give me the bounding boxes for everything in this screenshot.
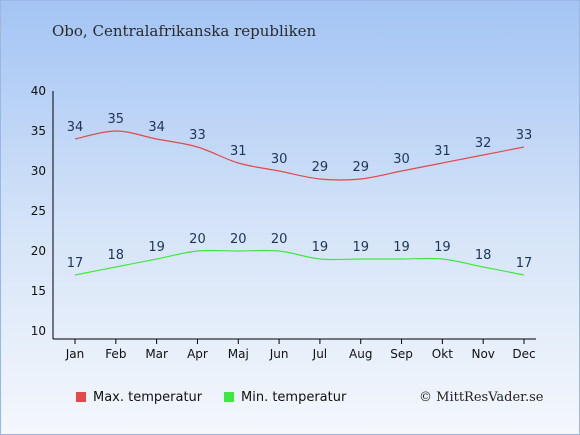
x-tick-label: Okt (432, 347, 453, 361)
y-tick-labels: 10 15 20 25 30 35 40 (31, 84, 46, 338)
min-data-label: 19 (352, 240, 369, 255)
legend-max-label: Max. temperatur (93, 390, 203, 405)
max-data-label: 30 (393, 152, 410, 167)
max-data-label: 32 (475, 136, 492, 151)
y-tick-label: 25 (31, 204, 46, 218)
min-data-label: 19 (434, 240, 451, 255)
y-tick-label: 40 (31, 84, 46, 98)
legend-min: Min. temperatur (224, 390, 346, 405)
x-tick-labels: Jan Feb Mar Apr Maj Jun Jul Aug Sep Okt Nov Dec (65, 339, 536, 361)
max-data-label: 30 (271, 152, 288, 167)
site-credit: © MittResVader.se (419, 390, 544, 405)
x-tick-label: Jul (312, 347, 327, 361)
legend-max-swatch (76, 392, 86, 402)
y-tick-label: 20 (31, 244, 46, 258)
x-tick-label: Jun (269, 347, 289, 361)
max-data-label: 31 (230, 144, 247, 159)
max-data-label: 34 (67, 120, 84, 135)
x-tick-label: Mar (145, 347, 168, 361)
y-tick-label: 35 (31, 124, 46, 138)
max-data-label: 33 (516, 128, 533, 143)
legend-min-swatch (224, 392, 234, 402)
legend-min-label: Min. temperatur (241, 390, 347, 405)
max-data-label: 29 (312, 160, 329, 175)
min-data-label: 19 (393, 240, 410, 255)
x-tick-label: Nov (471, 347, 494, 361)
min-data-label: 20 (271, 232, 288, 247)
x-tick-label: Jan (65, 347, 85, 361)
min-data-label: 18 (108, 248, 125, 263)
y-tick-label: 30 (31, 164, 46, 178)
y-tick-label: 15 (31, 284, 46, 298)
min-data-label: 20 (189, 232, 206, 247)
x-tick-label: Sep (390, 347, 413, 361)
min-data-label: 17 (67, 256, 84, 271)
min-data-label: 20 (230, 232, 247, 247)
max-data-label: 34 (148, 120, 165, 135)
x-tick-label: Feb (105, 347, 126, 361)
min-data-label: 18 (475, 248, 492, 263)
series-lines (74, 130, 525, 276)
min-data-label: 19 (312, 240, 329, 255)
max-temperature-line (74, 130, 525, 181)
min-temperature-line (74, 249, 525, 276)
x-tick-label: Dec (512, 347, 535, 361)
legend-max: Max. temperatur (76, 390, 202, 405)
min-data-label: 17 (516, 256, 533, 271)
chart-title: Obo, Centralafrikanska republiken (52, 22, 317, 40)
max-data-label: 35 (108, 112, 125, 127)
x-tick-label: Aug (349, 347, 372, 361)
max-data-label: 31 (434, 144, 451, 159)
data-labels: 34 35 34 33 31 30 29 29 30 31 32 33 17 18 19 20 20 20 19 19… (67, 112, 533, 271)
y-tick-label: 10 (31, 324, 46, 338)
max-data-label: 33 (189, 128, 206, 143)
axes (52, 91, 536, 340)
x-tick-label: Maj (228, 347, 249, 361)
x-tick-label: Apr (187, 347, 208, 361)
max-data-label: 29 (352, 160, 369, 175)
min-data-label: 19 (148, 240, 165, 255)
